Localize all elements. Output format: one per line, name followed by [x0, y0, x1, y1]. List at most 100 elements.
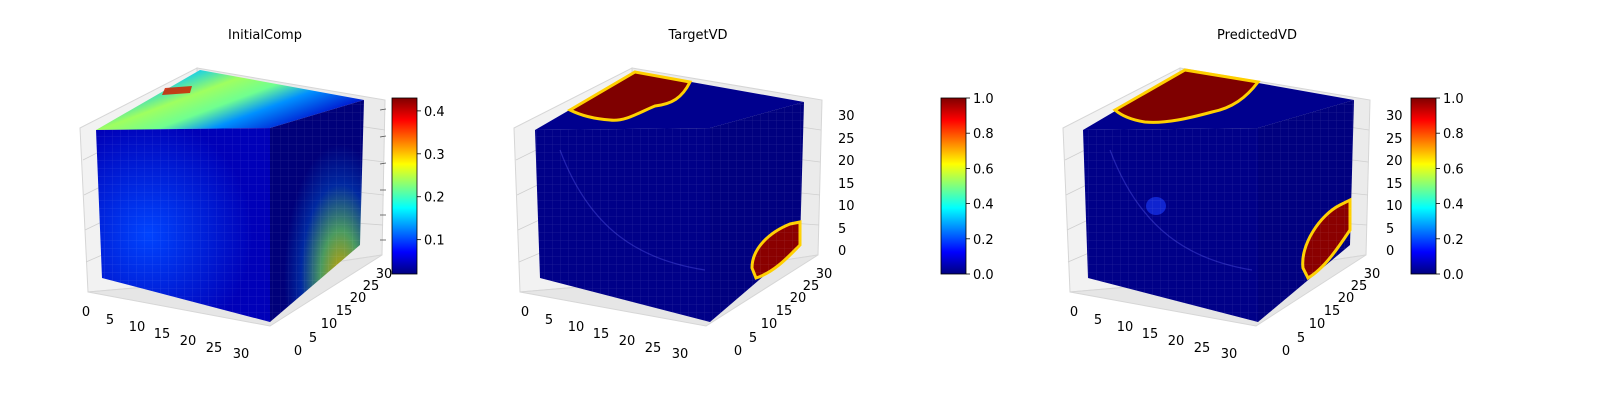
x-axis: 0 5 10 15 20 25 30: [521, 305, 688, 362]
y-tick-label: 5: [309, 331, 317, 346]
x-tick-label: 10: [129, 320, 146, 335]
z-tick-label: 30: [1386, 109, 1403, 124]
y-tick-label: 5: [749, 331, 757, 346]
voxel-grid-front: [535, 128, 710, 322]
x-tick-label: 0: [1070, 305, 1078, 320]
panel-targetvd: TargetVD 0 5 10 15 20 25 30 0 5 10 15: [513, 28, 994, 362]
y-tick-label: 5: [1297, 331, 1305, 346]
y-tick-label: 10: [1309, 317, 1326, 332]
x-tick-label: 30: [1221, 347, 1238, 362]
voxel-grid-front: [1083, 128, 1258, 322]
y-tick-label: 10: [761, 317, 778, 332]
colorbar-tick-label: 0.6: [973, 162, 994, 177]
x-axis: 0 5 10 15 20 25 30: [1070, 305, 1237, 362]
y-tick-label: 30: [816, 267, 833, 282]
x-tick-label: 30: [233, 347, 250, 362]
chart-title: InitialComp: [228, 28, 302, 43]
y-axis: 0 5 10 15 20 25 30: [1282, 267, 1380, 359]
colorbar-tick-label: 0.2: [1443, 233, 1464, 248]
x-tick-label: 25: [645, 341, 662, 356]
x-tick-label: 5: [545, 313, 553, 328]
voxel-grid-side: [270, 100, 364, 322]
cube-top-face: [96, 70, 364, 130]
x-tick-label: 30: [672, 347, 689, 362]
z-tick-label: 5: [838, 222, 846, 237]
colorbar-tick-label: 0.6: [1443, 162, 1464, 177]
cube-top-hotspot: [162, 86, 192, 95]
colorbar-gradient: [1410, 97, 1437, 275]
panel-initialcomp: InitialComp 0 5 10 15 20 25 30 0 5 10: [79, 28, 445, 362]
y-tick-label: 15: [336, 304, 353, 319]
x-tick-label: 10: [568, 320, 585, 335]
z-tick-label: 25: [1386, 132, 1403, 147]
colorbar-tick-label: 1.0: [973, 92, 994, 107]
z-tick-label: 15: [1386, 177, 1403, 192]
x-tick-label: 15: [1142, 327, 1159, 342]
z-axis: 0 5 10 15 20 25 30: [1386, 109, 1403, 259]
z-axis: [379, 108, 387, 241]
z-tick-label: 30: [838, 109, 855, 124]
x-tick-label: 20: [619, 334, 636, 349]
z-tick-label: 20: [838, 154, 855, 169]
panel-predictedvd: PredictedVD 0 5 10 15 20 25 30 0 5 10: [1062, 28, 1464, 362]
x-tick-label: 5: [1094, 313, 1102, 328]
colorbar-gradient: [940, 97, 967, 275]
y-tick-label: 15: [1324, 304, 1341, 319]
z-tick-label: 20: [1386, 154, 1403, 169]
y-tick-label: 0: [294, 344, 302, 359]
voxel-grid-side: [1258, 100, 1354, 322]
z-tick-label: 0: [1386, 244, 1394, 259]
colorbar: 0.0 0.2 0.4 0.6 0.8 1.0: [940, 92, 994, 283]
y-tick-label: 20: [790, 291, 807, 306]
z-tick-label: 5: [1386, 222, 1394, 237]
chart-title: TargetVD: [667, 28, 727, 43]
y-tick-label: 0: [1282, 344, 1290, 359]
z-tick-label: 10: [1386, 199, 1403, 214]
y-tick-label: 20: [350, 291, 367, 306]
y-axis: 0 5 10 15 20 25 30: [294, 267, 392, 359]
colorbar-tick-label: 0.0: [973, 268, 994, 283]
y-tick-label: 15: [776, 304, 793, 319]
chart-title: PredictedVD: [1217, 28, 1297, 43]
colorbar: 0.0 0.2 0.4 0.6 0.8 1.0: [1410, 92, 1464, 283]
x-tick-label: 15: [154, 327, 171, 342]
x-tick-label: 15: [593, 327, 610, 342]
colorbar-gradient: [391, 97, 418, 275]
x-tick-label: 20: [1168, 334, 1185, 349]
z-tick-label: 10: [838, 199, 855, 214]
x-tick-label: 25: [206, 341, 223, 356]
colorbar-tick-label: 0.3: [424, 148, 445, 163]
colorbar-tick-label: 0.4: [1443, 198, 1464, 213]
colorbar-tick-label: 0.1: [424, 234, 445, 249]
x-tick-label: 0: [521, 305, 529, 320]
voxel-grid-side: [710, 102, 804, 322]
colorbar-tick-label: 1.0: [1443, 92, 1464, 107]
x-tick-label: 10: [1117, 320, 1134, 335]
y-tick-label: 25: [363, 279, 380, 294]
colorbar: 0.1 0.2 0.3 0.4: [391, 97, 445, 275]
z-tick-label: 0: [838, 244, 846, 259]
colorbar-tick-label: 0.8: [1443, 127, 1464, 142]
y-tick-label: 20: [1338, 291, 1355, 306]
y-tick-label: 25: [1351, 279, 1368, 294]
y-tick-label: 10: [321, 317, 338, 332]
z-tick-label: 15: [838, 177, 855, 192]
y-tick-label: 0: [734, 344, 742, 359]
colorbar-tick-label: 0.2: [973, 233, 994, 248]
x-tick-label: 25: [1194, 341, 1211, 356]
x-tick-label: 5: [106, 313, 114, 328]
y-axis: 0 5 10 15 20 25 30: [734, 267, 832, 359]
x-tick-label: 0: [82, 305, 90, 320]
y-tick-label: 30: [1364, 267, 1381, 282]
y-tick-label: 25: [803, 279, 820, 294]
colorbar-tick-label: 0.2: [424, 191, 445, 206]
voxel-grid-front: [96, 128, 270, 322]
cube-top-hotspot: [566, 70, 693, 122]
x-axis: 0 5 10 15 20 25 30: [82, 305, 249, 362]
cube-top-hotspot: [1112, 68, 1261, 124]
y-tick-label: 30: [376, 267, 393, 282]
colorbar-tick-label: 0.4: [424, 105, 445, 120]
z-tick-label: 25: [838, 132, 855, 147]
colorbar-tick-label: 0.0: [1443, 268, 1464, 283]
